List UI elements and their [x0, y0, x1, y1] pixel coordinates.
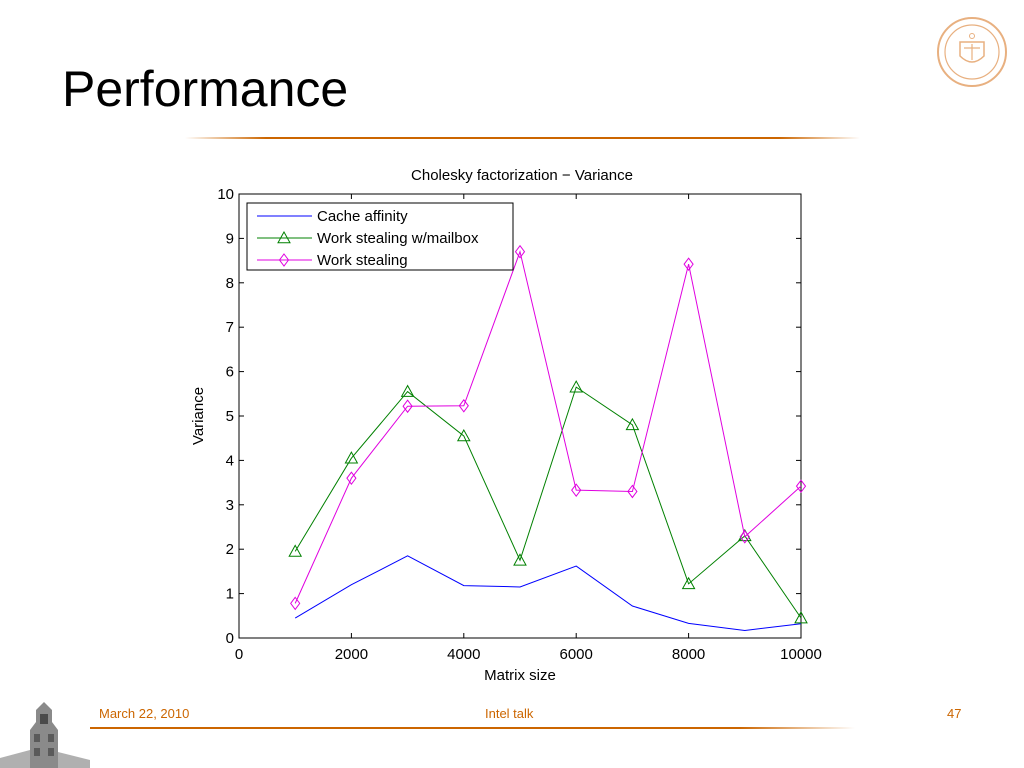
- series-point-1: [400, 384, 415, 397]
- series-point-1: [288, 544, 303, 557]
- chart-title: Cholesky factorization − Variance: [411, 167, 633, 184]
- series-line-2: [294, 249, 802, 604]
- university-seal-icon: [937, 17, 1007, 87]
- series-point-2: [290, 596, 301, 611]
- x-tick-label: 2000: [335, 646, 368, 663]
- series-point-1: [456, 428, 471, 442]
- variance-line-chart: Cholesky factorization − Variance 0 2000 4…: [190, 167, 822, 684]
- x-tick-label: 6000: [560, 646, 593, 663]
- x-tick-label: 0: [235, 646, 243, 663]
- y-tick-label: 8: [226, 275, 234, 292]
- legend-label: Cache affinity: [317, 208, 408, 225]
- legend-label: Work stealing w/mailbox: [317, 230, 479, 247]
- series-point-1: [794, 610, 808, 624]
- y-tick-label: 3: [226, 497, 234, 514]
- series-point-1: [625, 417, 640, 431]
- tower-logo-icon: [0, 700, 90, 768]
- x-tick-label: 10000: [780, 646, 822, 663]
- y-axis-label: Variance: [190, 387, 207, 445]
- slide-title: Performance: [62, 61, 349, 117]
- series-point-2: [627, 484, 638, 499]
- x-axis-label: Matrix size: [484, 667, 556, 684]
- legend-marker: [277, 230, 291, 244]
- series-point-2: [683, 257, 694, 271]
- footer-divider: [90, 727, 855, 729]
- legend-label: Work stealing: [317, 252, 408, 269]
- y-tick-label: 4: [226, 452, 234, 469]
- title-divider: [185, 137, 860, 139]
- series-point-2: [514, 244, 526, 259]
- y-tick-label: 7: [226, 319, 234, 336]
- y-tick-label: 9: [226, 230, 234, 247]
- chart-legend: Cache affinity Work stealing w/mailbox Wor…: [246, 202, 514, 271]
- y-tick-label: 5: [226, 408, 234, 425]
- series-line-0: [294, 555, 802, 631]
- x-tick-label: 8000: [672, 646, 705, 663]
- y-tick-label: 10: [217, 186, 234, 203]
- series-line-1: [294, 386, 802, 619]
- series-point-2: [458, 398, 469, 413]
- x-tick-label: 4000: [447, 646, 480, 663]
- y-tick-label: 6: [226, 364, 234, 381]
- series-point-2: [346, 471, 357, 485]
- series-point-2: [571, 483, 582, 497]
- legend-marker: [278, 253, 290, 267]
- series-point-2: [739, 529, 750, 544]
- series-point-1: [344, 451, 359, 464]
- series-point-1: [681, 576, 696, 590]
- series-point-1: [569, 380, 584, 393]
- y-tick-label: 0: [226, 630, 234, 647]
- series-point-1: [513, 553, 527, 566]
- legend-box: [246, 202, 514, 271]
- footer-page-number: 47: [947, 706, 962, 721]
- footer-date: March 22, 2010: [99, 706, 190, 721]
- footer-talk-title: Intel talk: [485, 706, 534, 721]
- series-point-2: [795, 479, 807, 493]
- y-tick-label: 2: [226, 541, 234, 558]
- y-tick-label: 1: [226, 586, 234, 603]
- series-point-2: [402, 399, 413, 414]
